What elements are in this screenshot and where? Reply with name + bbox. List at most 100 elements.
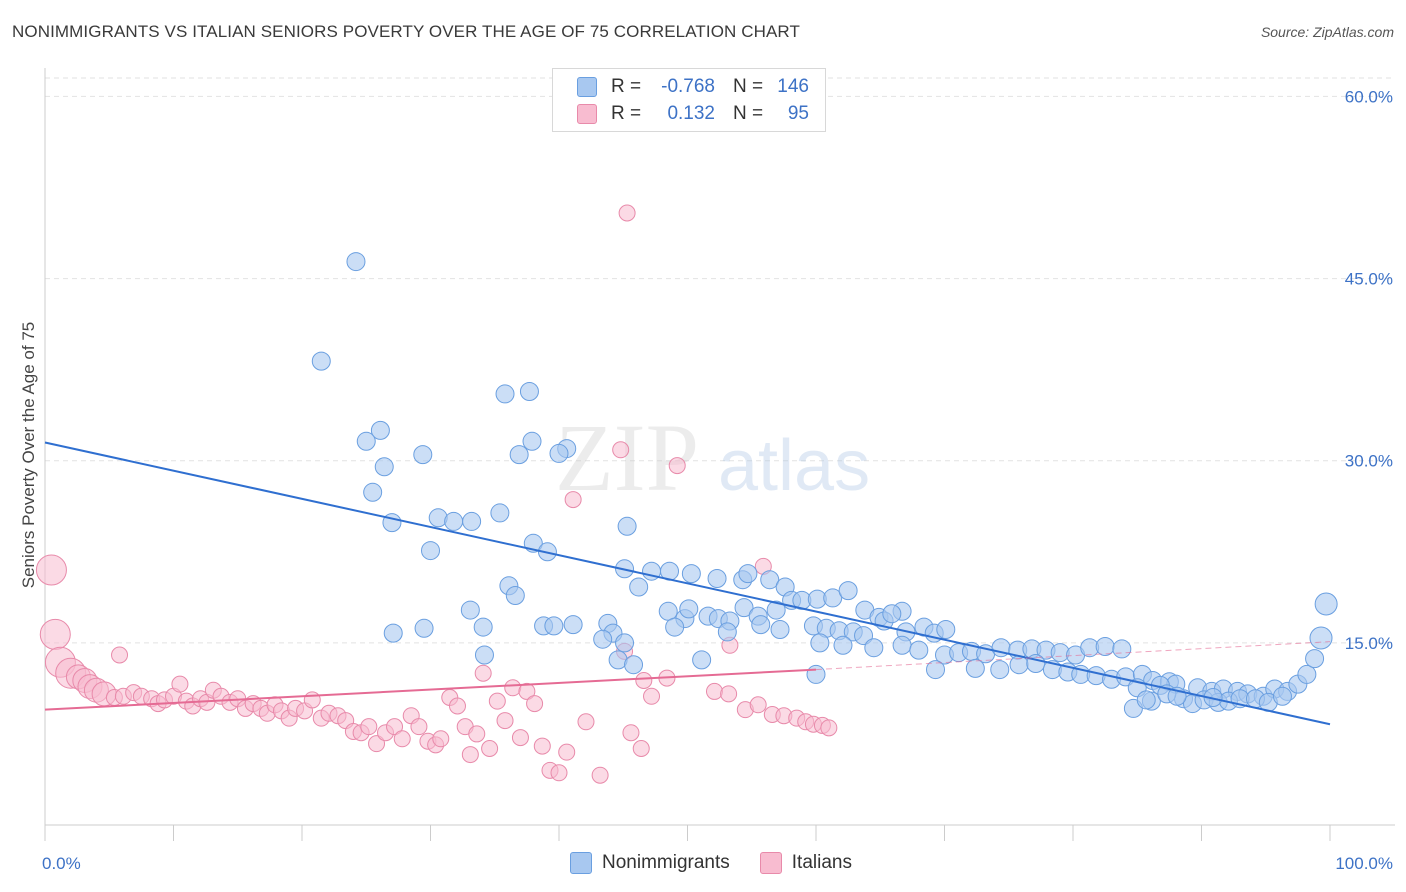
legend-swatch-italians (577, 104, 597, 124)
legend-swatch-nonimmigrants (577, 77, 597, 97)
nonimmigrants-point (806, 664, 826, 684)
nonimmigrants-point (1095, 637, 1115, 656)
nonimmigrants-point (926, 660, 946, 680)
nonimmigrants-point (544, 616, 564, 636)
x-tick-label: 100.0% (1335, 854, 1393, 873)
nonimmigrants-point (965, 658, 985, 678)
italians-point (368, 735, 386, 753)
y-tick-labels: 15.0% 30.0% 45.0% 60.0% (1345, 87, 1393, 652)
nonimmigrants-point (864, 638, 884, 658)
nonimmigrants-point (692, 650, 712, 670)
legend-n-label: N = (733, 76, 764, 97)
stats-legend: R = -0.768 N = 146 R = 0.132 N = 95 (552, 68, 826, 132)
legend-r-value: 0.132 (667, 103, 715, 124)
legend-n-value: 95 (787, 103, 809, 124)
grid-lines (45, 77, 1395, 644)
italians-point (393, 730, 411, 748)
italians-point (591, 766, 609, 784)
axes (44, 68, 1395, 841)
legend-item-nonimmigrants[interactable]: Nonimmigrants (570, 852, 730, 874)
italians-point (448, 697, 466, 715)
nonimmigrants-point (370, 420, 390, 440)
nonimmigrants-point (549, 443, 569, 463)
y-tick-label: 45.0% (1345, 270, 1393, 289)
x-tick-label: 0.0% (42, 854, 81, 873)
italians-point (720, 685, 738, 703)
legend-swatch-italians (759, 852, 782, 874)
nonimmigrants-point (615, 633, 635, 653)
italians-trend-line-extension (815, 641, 1331, 671)
nonimmigrants-point (679, 599, 699, 619)
nonimmigrants-point (770, 620, 790, 639)
italians-point (461, 746, 479, 764)
nonimmigrants-point (414, 618, 434, 638)
nonimmigrants-point (892, 635, 912, 655)
italians-point (504, 679, 522, 697)
italians-point (668, 457, 686, 475)
nonimmigrants-point (1309, 626, 1333, 650)
nonimmigrants-point (833, 635, 853, 655)
italians-point (526, 695, 544, 713)
italians-point (618, 204, 636, 222)
nonimmigrants-point (624, 655, 644, 675)
italians-point (386, 718, 404, 736)
legend-n-label: N = (733, 103, 764, 124)
italians-points (35, 204, 838, 784)
nonimmigrants-point (474, 645, 494, 665)
nonimmigrants-point (519, 382, 539, 401)
legend-item-italians[interactable]: Italians (759, 852, 852, 874)
nonimmigrants-point (854, 626, 874, 646)
nonimmigrants-point (882, 604, 902, 624)
italians-point (820, 719, 838, 737)
legend-swatch-nonimmigrants (570, 852, 592, 874)
nonimmigrants-point (707, 569, 727, 588)
nonimmigrants-point (629, 577, 649, 597)
nonimmigrants-point (374, 457, 394, 477)
nonimmigrants-point (838, 581, 858, 601)
italians-point (39, 618, 71, 650)
nonimmigrants-point (734, 598, 754, 618)
nonimmigrants-point (751, 615, 771, 635)
watermark-atlas: atlas (718, 426, 870, 506)
nonimmigrants-point (936, 620, 956, 639)
italians-point (481, 740, 499, 757)
nonimmigrants-point (681, 564, 701, 584)
legend-n-value: 146 (777, 76, 809, 97)
nonimmigrants-point (383, 623, 403, 643)
italians-point (635, 672, 653, 689)
nonimmigrants-point (444, 511, 464, 531)
nonimmigrants-point (346, 252, 366, 272)
nonimmigrants-point (356, 431, 376, 451)
nonimmigrants-point (563, 615, 583, 635)
nonimmigrants-point (505, 586, 525, 605)
italians-point (518, 682, 536, 700)
nonimmigrants-point (311, 351, 331, 371)
y-tick-label: 60.0% (1345, 87, 1393, 106)
chart-title: NONIMMIGRANTS VS ITALIAN SENIORS POVERTY… (12, 22, 800, 41)
nonimmigrants-point (766, 600, 786, 620)
legend-row-italians: R = 0.132 N = 95 (577, 102, 809, 126)
nonimmigrants-point (413, 445, 433, 465)
y-tick-label: 30.0% (1345, 452, 1393, 471)
nonimmigrants-point (617, 516, 637, 536)
nonimmigrants-point (509, 445, 529, 465)
italians-point (577, 713, 595, 731)
italians-point (533, 737, 551, 755)
legend-r-value: -0.768 (661, 76, 715, 97)
italians-point (410, 718, 428, 736)
source-label: Source: ZipAtlas.com (1260, 24, 1394, 40)
nonimmigrants-point (460, 600, 480, 620)
y-axis-label: Seniors Poverty Over the Age of 75 (19, 322, 38, 588)
legend-row-nonimmigrants: R = -0.768 N = 146 (577, 75, 809, 99)
italians-point (488, 692, 506, 710)
nonimmigrants-point (490, 503, 510, 523)
italians-point (468, 725, 486, 743)
italians-point (632, 740, 650, 757)
italians-point (622, 724, 640, 742)
nonimmigrants-point (473, 617, 493, 637)
legend-label-italians: Italians (791, 852, 852, 873)
nonimmigrants-point (363, 482, 383, 502)
nonimmigrants-point (495, 384, 515, 404)
nonimmigrants-point (462, 511, 482, 531)
